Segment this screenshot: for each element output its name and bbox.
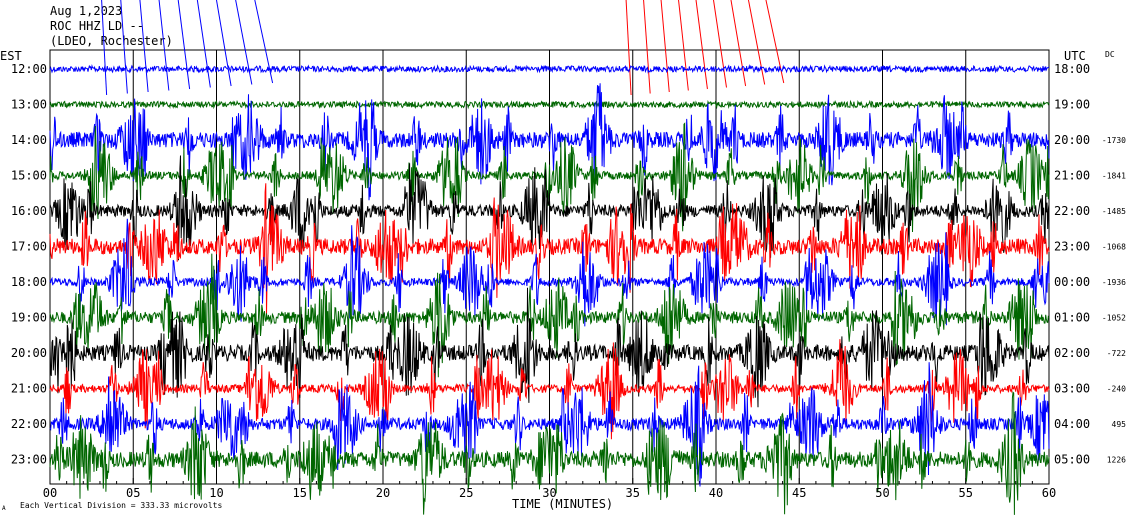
trace-row-14:00 [49, 83, 1050, 201]
event-marker-line [747, 0, 766, 85]
utc-label: 18:00 [1054, 62, 1090, 76]
event-marker-line [730, 0, 747, 87]
dc-offset-values: -1730 -1841 -1485 -1068 -1936 -1052 -722 -240 49… [1102, 136, 1126, 465]
x-tick-label: 50 [875, 486, 889, 500]
x-tick-label: 20 [376, 486, 390, 500]
utc-label: 23:00 [1054, 240, 1090, 254]
dc-value: -722 [1107, 349, 1126, 358]
event-marker-line [196, 0, 211, 88]
utc-label: 01:00 [1054, 311, 1090, 325]
seismic-traces [49, 64, 1050, 515]
est-label: 14:00 [11, 133, 47, 147]
est-label: 17:00 [11, 240, 47, 254]
x-tick-label: 25 [459, 486, 473, 500]
est-label: 13:00 [11, 98, 47, 112]
x-axis-tick-labels: 00 05 10 15 20 25 30 35 40 45 50 55 60 [43, 486, 1056, 500]
footer-mark: A [2, 505, 6, 512]
trace-row-20:00 [49, 287, 1050, 408]
utc-label: 19:00 [1054, 98, 1090, 112]
est-hour-labels: 12:00 13:00 14:00 15:00 16:00 17:00 18:00 19:00… [11, 62, 47, 467]
x-tick-label: 30 [542, 486, 556, 500]
x-tick-label: 45 [792, 486, 806, 500]
dc-value: -240 [1107, 385, 1126, 394]
dc-value: -1841 [1102, 172, 1126, 181]
scale-note: Each Vertical Division = 333.33 microvol… [20, 501, 222, 510]
event-marker-line [216, 0, 232, 87]
event-marker-line [139, 0, 149, 93]
x-tick-label: 15 [293, 486, 307, 500]
dc-value: -1052 [1102, 314, 1126, 323]
utc-label: 04:00 [1054, 417, 1090, 431]
x-tick-label: 00 [43, 486, 57, 500]
x-tick-label: 10 [209, 486, 223, 500]
utc-label: 20:00 [1054, 133, 1090, 147]
event-marker-line [177, 0, 191, 90]
x-tick-label: 60 [1042, 486, 1056, 500]
est-label: 19:00 [11, 311, 47, 325]
trace-row-17:00 [49, 183, 1050, 315]
trace-row-12:00 [49, 64, 1050, 74]
est-label: 18:00 [11, 275, 47, 289]
event-marker-line [695, 0, 708, 90]
event-marker-line [643, 0, 651, 94]
trace-row-15:00 [49, 122, 1050, 233]
utc-label: 00:00 [1054, 275, 1090, 289]
est-label: 23:00 [11, 453, 47, 467]
event-marker-line [158, 0, 170, 91]
est-label: 12:00 [11, 62, 47, 76]
dc-label: DC [1105, 50, 1115, 59]
x-tick-label: 40 [709, 486, 723, 500]
left-axis-unit: EST [0, 49, 22, 63]
est-label: 21:00 [11, 382, 47, 396]
utc-label: 03:00 [1054, 382, 1090, 396]
utc-label: 02:00 [1054, 346, 1090, 360]
station-label: ROC HHZ LD -- [50, 19, 144, 33]
event-marker-line [101, 0, 108, 96]
dc-value: -1068 [1102, 243, 1126, 252]
utc-label: 21:00 [1054, 169, 1090, 183]
utc-hour-labels: 18:00 19:00 20:00 21:00 22:00 23:00 00:00 01:00… [1054, 62, 1090, 467]
event-marker-line [713, 0, 727, 88]
est-label: 20:00 [11, 346, 47, 360]
dc-value: 1226 [1107, 456, 1126, 465]
dc-value: -1730 [1102, 136, 1126, 145]
dc-value: -1936 [1102, 278, 1126, 287]
est-label: 16:00 [11, 204, 47, 218]
event-marker-line [660, 0, 670, 93]
dc-value: -1485 [1102, 207, 1126, 216]
x-tick-label: 55 [959, 486, 973, 500]
est-label: 22:00 [11, 417, 47, 431]
chart-date: Aug 1,2023 [50, 4, 122, 18]
event-marker-line [678, 0, 689, 91]
trace-row-18:00 [49, 218, 1050, 327]
utc-label: 05:00 [1054, 453, 1090, 467]
x-tick-label: 35 [626, 486, 640, 500]
dc-value: 495 [1112, 420, 1127, 429]
right-axis-unit: UTC [1064, 49, 1086, 63]
event-marker-line [625, 0, 632, 96]
event-markers [101, 0, 785, 96]
trace-row-13:00 [49, 99, 1050, 110]
x-tick-label: 05 [126, 486, 140, 500]
trace-row-23:00 [49, 391, 1050, 515]
network-label: (LDEO, Rochester) [50, 34, 173, 48]
trace-row-22:00 [49, 362, 1050, 487]
est-label: 15:00 [11, 169, 47, 183]
utc-label: 22:00 [1054, 204, 1090, 218]
trace-row-21:00 [49, 339, 1050, 440]
x-axis-label: TIME (MINUTES) [512, 497, 613, 511]
trace-row-19:00 [49, 253, 1050, 378]
event-marker-line [120, 0, 128, 94]
